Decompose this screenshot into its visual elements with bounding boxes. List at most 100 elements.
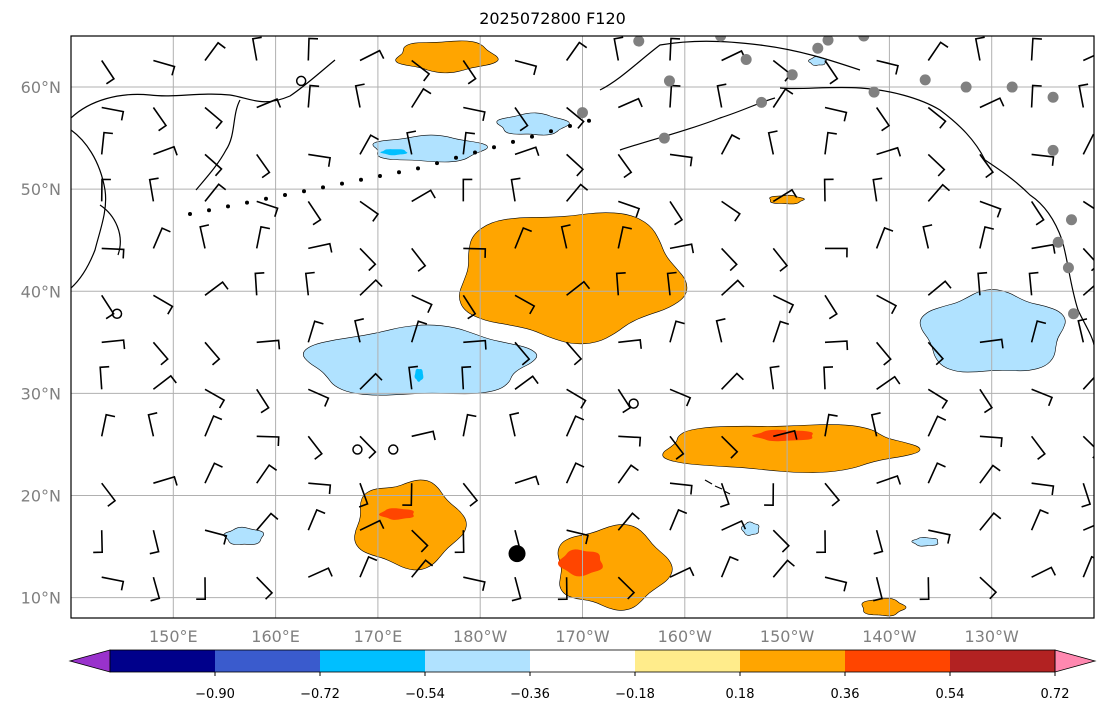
wind-barb — [358, 482, 369, 508]
wind-barb — [977, 271, 988, 296]
wind-barb — [927, 341, 945, 366]
wind-barb — [462, 294, 477, 320]
wind-barb — [99, 365, 110, 390]
wind-barb — [927, 280, 952, 296]
wind-barb — [1030, 37, 1042, 61]
wind-barb — [256, 98, 282, 109]
wind-barb — [256, 463, 278, 484]
wind-barb — [411, 294, 433, 314]
wind-barb — [359, 372, 383, 390]
wind-barb — [359, 519, 385, 531]
lon-label: 170°W — [555, 627, 610, 646]
wind-barb — [514, 226, 533, 249]
aleutian-island — [340, 181, 345, 186]
field-bering — [372, 134, 488, 163]
wind-barb — [514, 341, 531, 366]
wind-barb — [721, 247, 738, 272]
wind-barb — [514, 294, 536, 315]
wind-barb — [721, 372, 744, 390]
wind-barb — [153, 59, 176, 76]
wind-barb — [772, 247, 789, 272]
wind-barb — [669, 388, 692, 407]
aleutian-island — [435, 161, 440, 166]
wind-barb — [307, 388, 330, 407]
colorbar-label: −0.72 — [300, 687, 340, 702]
wind-barb — [462, 131, 475, 155]
wind-barb — [1030, 435, 1046, 460]
colorbar: −0.90 −0.72 −0.54 −0.36 −0.18 0.18 0.36 0.54 0.7… — [68, 649, 1097, 702]
wind-barb — [411, 559, 434, 578]
wind-barb — [204, 462, 223, 484]
wind-barb — [204, 529, 228, 545]
plot-frame — [70, 35, 1095, 619]
wind-barb — [307, 320, 324, 343]
wind-barb — [979, 153, 995, 179]
wind-barb — [1082, 54, 1094, 62]
wind-barb — [354, 83, 365, 108]
wind-barb — [511, 576, 522, 602]
wind-barb — [824, 294, 838, 320]
wind-barb — [256, 339, 281, 350]
aleutian-island — [321, 185, 326, 190]
wind-barb — [824, 413, 838, 437]
wind-barb — [1082, 524, 1094, 531]
wind-barb — [876, 146, 902, 157]
wind-barb — [204, 106, 223, 130]
wind-barb — [824, 131, 837, 155]
field-east-subtropical — [919, 289, 1066, 373]
wind-barb — [721, 435, 739, 459]
wind-barb — [876, 375, 901, 390]
plot-area — [71, 36, 1094, 618]
wind-barb — [617, 97, 643, 109]
colorbar-label: −0.18 — [615, 687, 655, 702]
wind-barb — [308, 242, 333, 253]
wind-barb — [979, 511, 1002, 531]
wind-barb — [514, 375, 539, 390]
colorbar-label: 0.72 — [1041, 687, 1070, 702]
wind-barb — [1031, 566, 1057, 578]
wind-barb — [617, 464, 639, 484]
station-marker — [1047, 144, 1059, 156]
wind-barb — [824, 482, 841, 507]
wind-barb — [204, 41, 226, 61]
lat-label: 10°N — [21, 589, 61, 608]
field-subtropical-east-core — [752, 429, 813, 442]
wind-barb — [824, 106, 848, 122]
wind-barb — [617, 512, 640, 531]
wind-barb — [359, 49, 385, 62]
wind-barb — [873, 529, 884, 555]
wind-barb — [870, 412, 881, 437]
wind-barb — [824, 576, 848, 592]
wind-barb — [307, 37, 319, 61]
aleutian-island — [359, 177, 364, 182]
field-bering-core — [380, 149, 408, 156]
wind-barb — [100, 178, 111, 202]
wind-barb — [565, 415, 585, 437]
wind-barb — [772, 188, 798, 203]
colorbar-label: −0.36 — [510, 687, 550, 702]
wind-barb — [669, 508, 688, 531]
colorbar-extend-high — [1054, 649, 1097, 673]
wind-barb — [557, 577, 568, 601]
wind-barb — [824, 340, 849, 351]
wind-barb — [615, 272, 626, 296]
lon-label: 160°W — [658, 627, 713, 646]
coast-line — [599, 40, 861, 91]
wind-barb — [1082, 555, 1094, 578]
wind-barb — [773, 429, 798, 440]
station-marker — [868, 86, 880, 98]
wind-barb — [463, 339, 487, 350]
ring-marker — [111, 308, 123, 319]
wind-barb — [462, 60, 477, 85]
station-marker — [1052, 236, 1064, 248]
wind-barb — [669, 37, 681, 61]
station-marker — [756, 96, 768, 108]
wind-barb — [93, 530, 104, 554]
wind-barb — [307, 508, 326, 531]
wind-barb — [514, 107, 529, 132]
wind-barb — [101, 60, 116, 85]
wind-barb — [406, 130, 417, 155]
wind-barb — [411, 189, 436, 203]
wind-barb — [1082, 133, 1094, 155]
